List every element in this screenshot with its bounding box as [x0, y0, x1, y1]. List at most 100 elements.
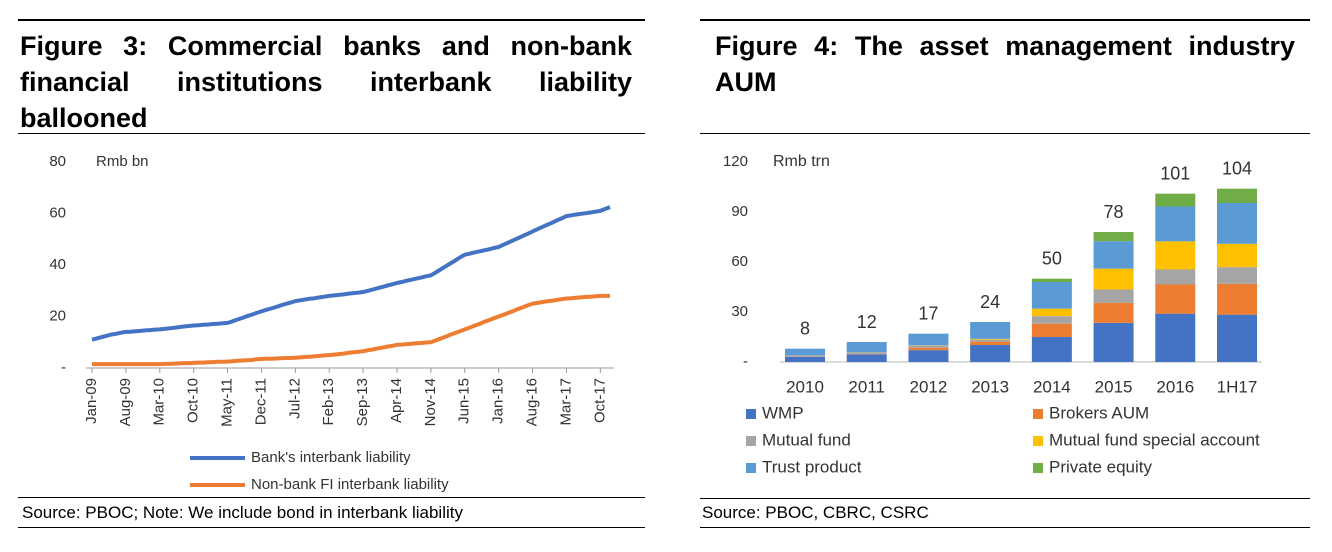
bar-segment [1031, 282, 1072, 309]
legend-swatch [746, 409, 756, 419]
bar-segment [1093, 322, 1134, 362]
x-tick-label: Nov-14 [422, 378, 439, 426]
y-tick-label: - [61, 359, 66, 376]
bar-segment [908, 345, 949, 348]
bar-segment [1217, 188, 1257, 203]
bar-segment [1093, 289, 1134, 303]
y-tick-label: 30 [731, 303, 748, 320]
bar-segment [846, 342, 887, 353]
total-label: 8 [800, 318, 810, 338]
bar-segment [1031, 316, 1072, 324]
y-tick-label: 90 [731, 203, 748, 220]
bar-segment [1217, 203, 1257, 244]
figure-title: Figure 4: The asset management industry … [715, 31, 1295, 97]
bar-segment [1093, 302, 1134, 323]
total-label: 24 [980, 292, 1000, 312]
legend-label: Private equity [1049, 457, 1152, 476]
source-note: Source: PBOC, CBRC, CSRC [702, 503, 929, 522]
bottom-rule [700, 527, 1310, 528]
legend-label: WMP [762, 403, 804, 422]
x-tick-label: Mar-17 [557, 378, 574, 426]
x-tick-label: May-11 [219, 378, 236, 427]
bar-segment [846, 352, 887, 354]
y-tick-label: 60 [731, 253, 748, 270]
total-label: 12 [857, 312, 877, 332]
bar-segment [785, 348, 825, 356]
bar-segment [1155, 313, 1196, 362]
x-tick-label: 2015 [1095, 377, 1133, 396]
bottom-rule [18, 527, 645, 528]
y-tick-label: 20 [49, 307, 66, 324]
legend-label: Non-bank FI interbank liability [251, 476, 449, 493]
legend-swatch [1033, 436, 1043, 446]
legend-swatch [746, 463, 756, 473]
bar-segment [1155, 193, 1196, 207]
bar-segment [1155, 284, 1196, 314]
x-tick-label: Aug-16 [524, 378, 541, 426]
top-rule [700, 19, 1310, 21]
x-tick-label: 2014 [1033, 377, 1071, 396]
legend-label: Brokers AUM [1049, 403, 1149, 422]
bar-segment [1093, 268, 1134, 290]
source-rule [18, 497, 645, 498]
x-tick-label: Jan-09 [83, 378, 100, 424]
x-tick-label: Apr-14 [388, 378, 405, 423]
bar-segment [785, 357, 825, 362]
bar-segment [908, 333, 949, 346]
x-tick-label: Oct-17 [591, 378, 608, 423]
y-tick-label: 80 [49, 153, 66, 170]
bar-segment [970, 338, 1011, 340]
x-tick-label: Aug-09 [117, 378, 134, 426]
bar-segment [1031, 337, 1072, 362]
legend-label: Mutual fund special account [1049, 430, 1260, 449]
bar-segment [1155, 241, 1196, 270]
legend-swatch [1033, 409, 1043, 419]
legend-swatch [1033, 463, 1043, 473]
bar-segment [1155, 206, 1196, 242]
bar-segment [785, 355, 825, 357]
title-rule [700, 133, 1310, 134]
bar-segment [1155, 269, 1196, 285]
x-tick-label: 2012 [910, 377, 948, 396]
x-tick-label: 1H17 [1217, 377, 1258, 396]
x-tick-label: 2013 [971, 377, 1009, 396]
x-tick-label: Feb-13 [320, 378, 337, 426]
bar-segment [846, 353, 887, 355]
legend-label: Mutual fund [762, 430, 851, 449]
legend-swatch [746, 436, 756, 446]
total-label: 101 [1160, 163, 1190, 183]
bar-segment [970, 345, 1011, 362]
title-rule [18, 133, 645, 134]
total-label: 50 [1042, 248, 1062, 268]
x-tick-label: 2011 [848, 377, 885, 396]
x-tick-label: Sep-13 [354, 378, 371, 426]
top-rule [18, 19, 645, 21]
bar-segment [1093, 232, 1134, 242]
y-tick-label: 120 [723, 153, 748, 170]
source-rule [700, 498, 1310, 499]
source-note: Source: PBOC; Note: We include bond in i… [22, 503, 463, 522]
legend-label: Trust product [762, 457, 862, 476]
legend-label: Bank's interbank liability [251, 449, 411, 466]
bar-segment [846, 354, 887, 362]
bar-segment [970, 341, 1011, 345]
axis-unit: Rmb trn [773, 153, 830, 170]
data-line [92, 293, 610, 367]
bar-segment [908, 350, 949, 362]
total-label: 78 [1104, 202, 1124, 222]
figure-title: Figure 3: Commercial banks and non-bank … [20, 31, 632, 133]
bar-segment [1217, 267, 1257, 284]
total-label: 104 [1222, 158, 1252, 178]
bar-segment [908, 347, 949, 351]
y-tick-label: 60 [49, 204, 66, 221]
bar-segment [1217, 314, 1257, 362]
x-tick-label: Jul-12 [286, 378, 303, 419]
bar-segment [1093, 241, 1134, 269]
axis-unit: Rmb bn [96, 153, 149, 170]
bar-segment [1031, 323, 1072, 337]
x-tick-label: Jan-16 [490, 378, 507, 424]
y-tick-label: - [743, 353, 748, 370]
y-tick-label: 40 [49, 256, 66, 273]
